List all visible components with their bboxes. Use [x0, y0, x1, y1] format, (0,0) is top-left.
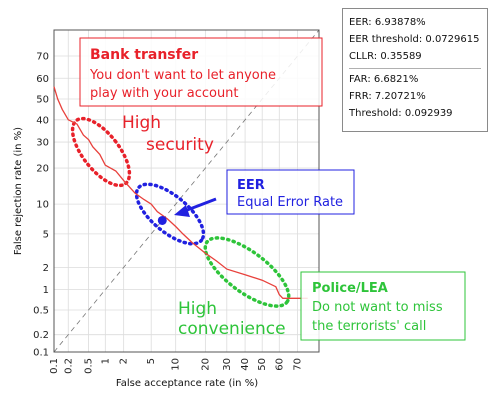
stat-cllr: CLLR: 0.35589	[349, 51, 422, 62]
x-axis-label: False acceptance rate (in %)	[116, 378, 258, 389]
y-tick-label: 5	[43, 229, 49, 240]
y-tick-label: 10	[36, 200, 49, 211]
y-tick-label: 0.1	[33, 348, 49, 359]
bank-transfer-line2: play with your account	[90, 86, 239, 101]
y-tick-label: 30	[36, 138, 49, 149]
x-tick-label: 20	[200, 358, 211, 371]
stat-far: FAR: 6.6821%	[349, 74, 419, 85]
police-lea-line1: Do not want to miss	[312, 300, 443, 315]
y-tick-label: 70	[36, 52, 49, 63]
x-tick-label: 10	[171, 358, 182, 371]
y-tick-label: 40	[36, 115, 49, 126]
x-tick-label: 30	[222, 358, 233, 371]
high-convenience-line2: convenience	[178, 319, 286, 339]
stat-eer: EER: 6.93878%	[349, 17, 426, 28]
x-tick-label: 70	[293, 358, 304, 371]
x-tick-label: 40	[240, 358, 251, 371]
diagonal-reference-line	[53, 29, 320, 353]
x-tick-label: 0.1	[49, 358, 60, 374]
eer-ellipse	[134, 182, 206, 246]
x-tick-label: 50	[257, 358, 268, 371]
stats-divider	[349, 68, 481, 69]
high-convenience-line1: High	[178, 299, 217, 319]
high-security-line1: High	[122, 113, 161, 133]
bank-transfer-title: Bank transfer	[90, 47, 198, 63]
y-tick-label: 20	[36, 164, 49, 175]
y-tick-label: 0.5	[33, 305, 49, 316]
police-lea-title: Police/LEA	[312, 281, 388, 296]
det-curve-series	[53, 86, 308, 299]
police-lea-box	[300, 271, 466, 341]
y-tick-label: 50	[36, 95, 49, 106]
eer-title: EER	[237, 178, 265, 193]
eer-point	[157, 215, 167, 225]
x-tick-label: 2	[119, 358, 130, 364]
police-lea-line2: the terrorists' call	[312, 319, 426, 334]
y-tick-label: 2	[43, 263, 49, 274]
stat-frr: FRR: 7.20721%	[349, 91, 426, 102]
eer-arrow-head	[174, 205, 190, 217]
stat-threshold: Threshold: 0.092939	[349, 108, 453, 119]
y-tick-label: 1	[43, 285, 49, 296]
x-tick-label: 1	[100, 358, 111, 364]
high-convenience-ellipse	[203, 236, 291, 308]
eer-subtitle: Equal Error Rate	[237, 195, 343, 210]
x-tick-label: 60	[274, 358, 285, 371]
bank-transfer-line1: You don't want to let anyone	[89, 68, 276, 83]
y-ticks: 0.1 0.2 0.5 1 2 5 10 20 30 40 50 60 70	[33, 52, 49, 359]
x-tick-label: 5	[146, 358, 157, 364]
y-tick-label: 0.2	[33, 330, 49, 341]
x-ticks: 0.1 0.2 0.5 1 2 5 10 20 30 40 50 60 70	[49, 358, 304, 374]
y-tick-label: 60	[36, 74, 49, 85]
eer-box	[226, 169, 355, 215]
stat-eer-threshold: EER threshold: 0.0729615	[349, 34, 480, 45]
stats-panel: EER: 6.93878% EER threshold: 0.0729615 C…	[342, 8, 488, 132]
y-axis-label: False rejection rate (in %)	[13, 127, 24, 255]
eer-arrow-line	[181, 197, 217, 214]
high-security-line2: security	[146, 135, 214, 155]
x-tick-label: 0.2	[63, 358, 74, 374]
bank-transfer-box	[79, 37, 323, 107]
x-tick-label: 0.5	[84, 358, 95, 374]
